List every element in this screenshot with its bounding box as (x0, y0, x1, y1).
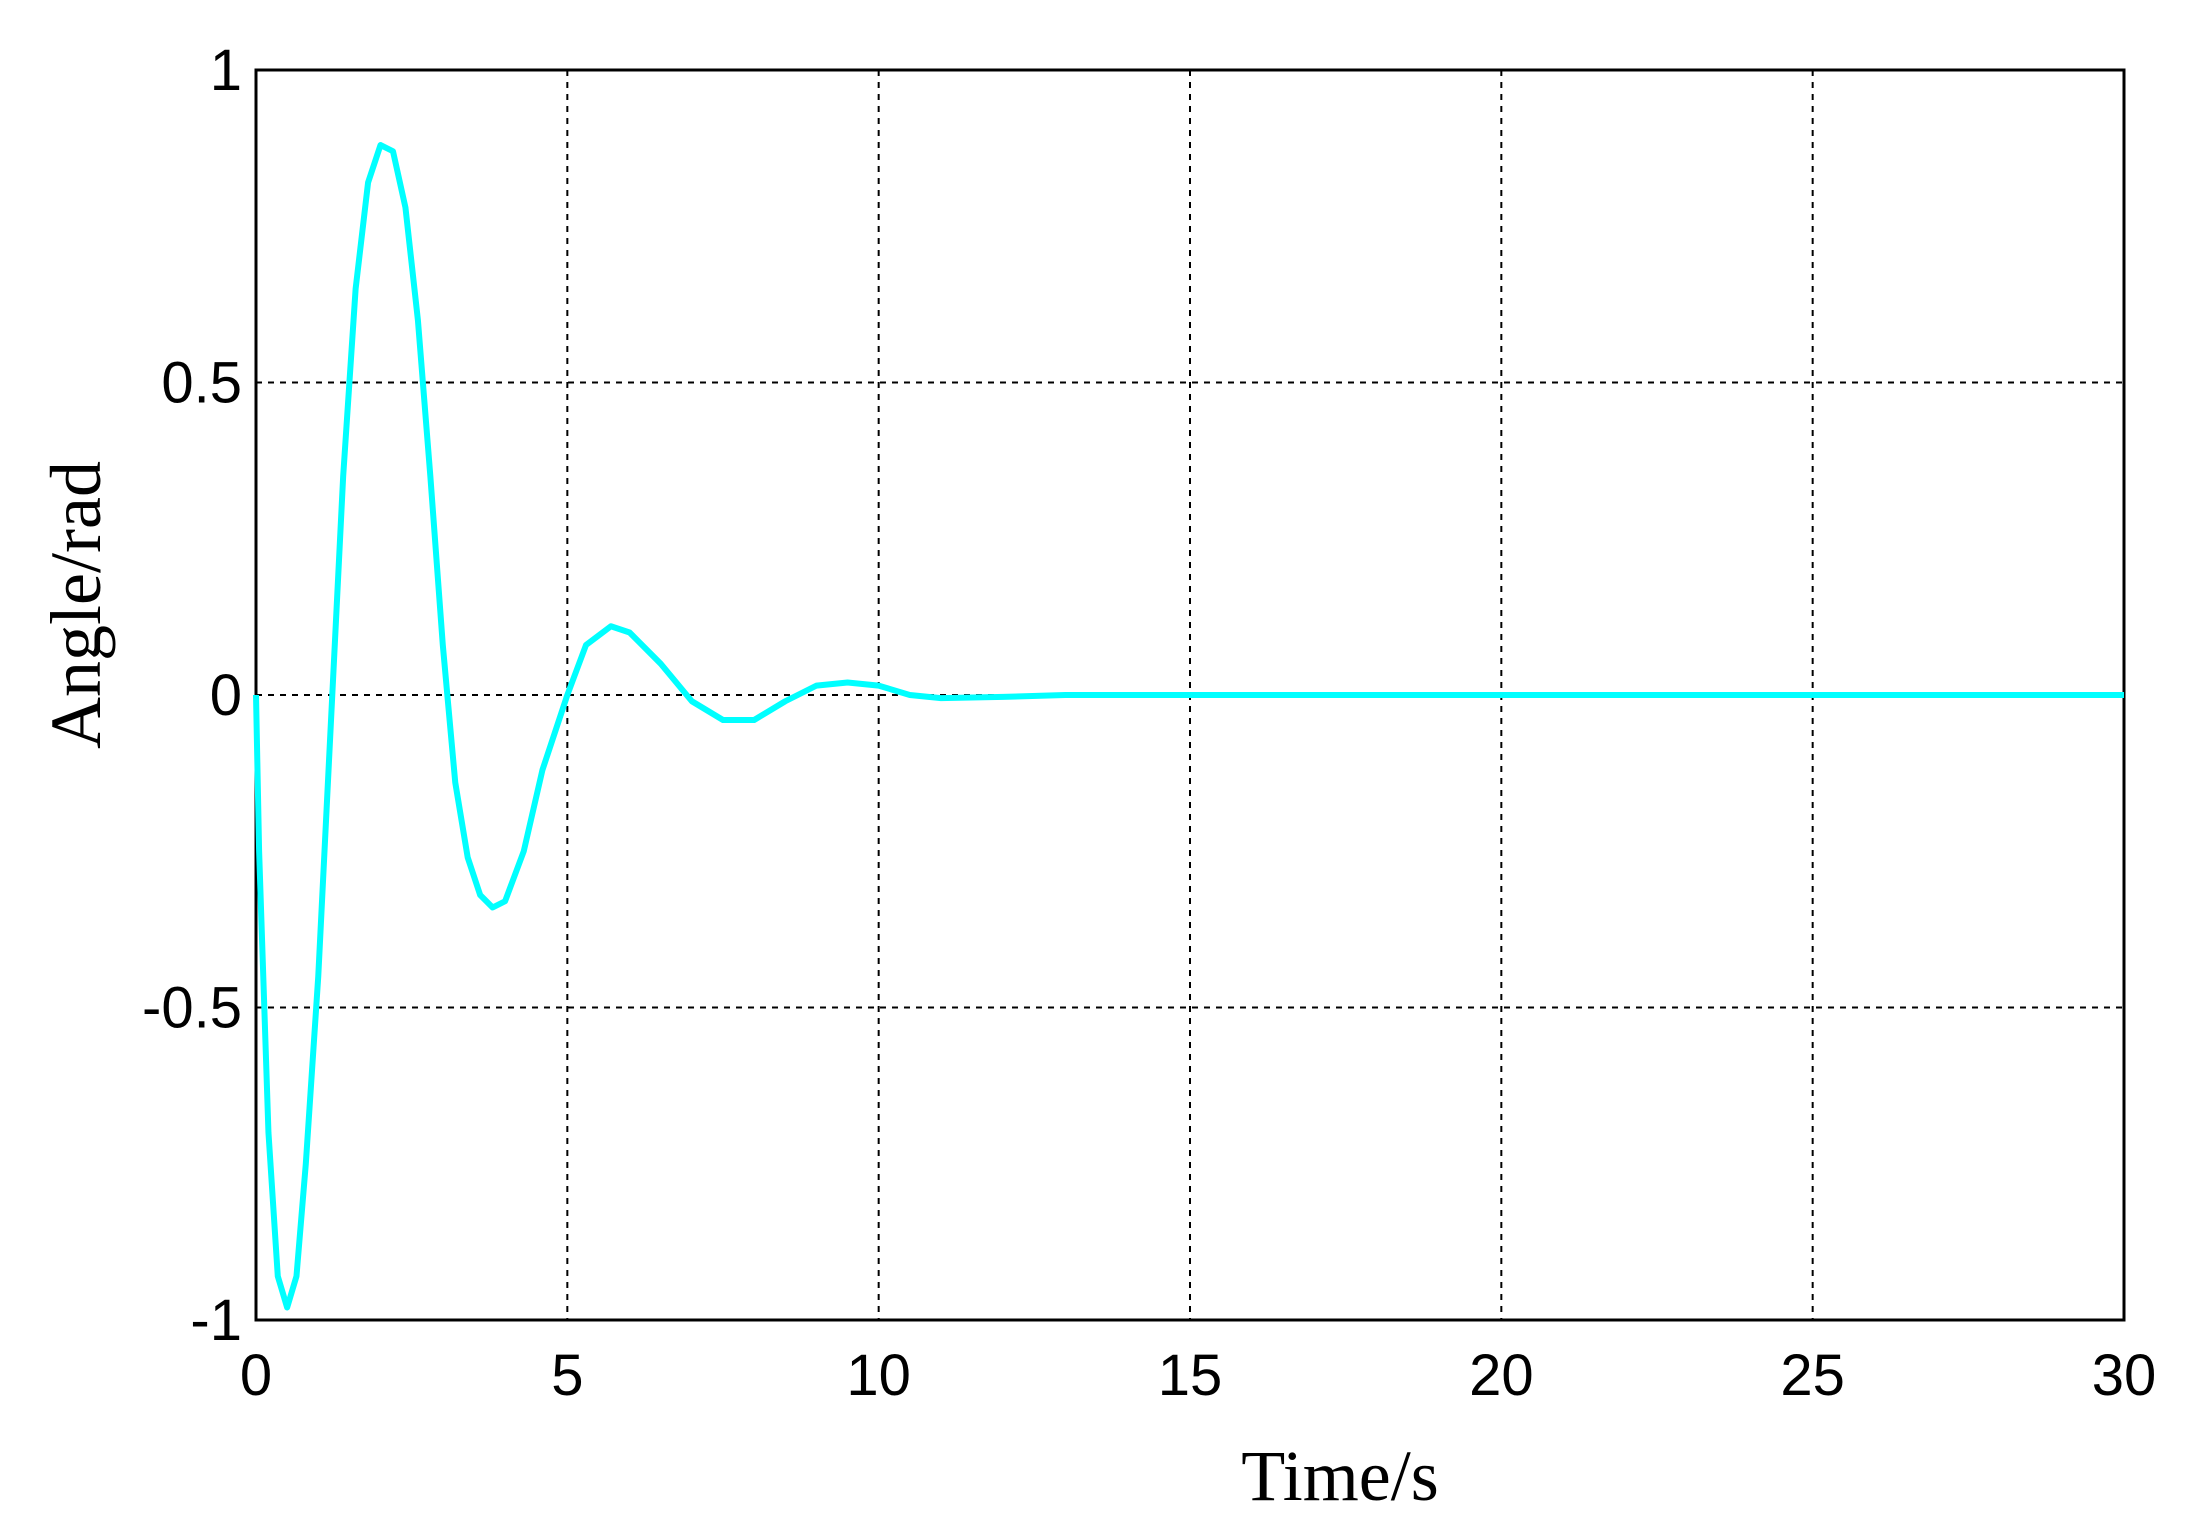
x-tick-label: 25 (1780, 1343, 1845, 1408)
x-axis-label: Time/s (1241, 1436, 1438, 1516)
x-tick-label: 0 (240, 1343, 272, 1408)
x-tick-label: 15 (1158, 1343, 1223, 1408)
y-axis-label: Angle/rad (36, 461, 116, 749)
y-tick-label: 0.5 (161, 351, 242, 416)
x-tick-label: 5 (551, 1343, 583, 1408)
x-tick-label: 10 (846, 1343, 911, 1408)
x-tick-label: 30 (2092, 1343, 2157, 1408)
x-tick-label: 20 (1469, 1343, 1534, 1408)
y-tick-label: 0 (210, 663, 242, 728)
y-tick-label: -1 (190, 1288, 242, 1353)
y-tick-label: -0.5 (142, 976, 242, 1041)
data-line (253, 142, 2124, 1311)
y-tick-label: 1 (210, 38, 242, 103)
